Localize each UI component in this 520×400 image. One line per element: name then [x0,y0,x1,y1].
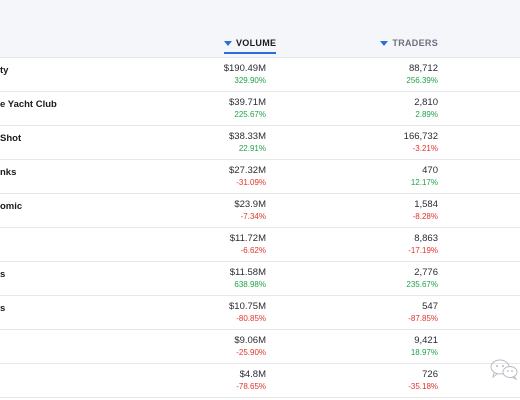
table-row[interactable]: $9.06M -25.90% 9,421 18.97% [0,330,520,364]
volume-value: $11.72M [229,233,266,244]
traders-value: 1,584 [414,199,438,210]
volume-change: -25.90% [236,348,266,357]
collection-name[interactable]: s [0,303,6,314]
volume-change: -31.09% [236,178,266,187]
traders-value: 547 [422,301,438,312]
traders-value: 726 [422,369,438,380]
wechat-icon [490,359,518,380]
volume-value: $11.58M [229,267,266,278]
volume-value: $4.8M [239,369,266,380]
volume-value: $10.75M [229,301,266,312]
volume-change: -80.85% [236,314,266,323]
volume-value: $27.32M [229,165,266,176]
volume-value: $39.71M [229,97,266,108]
collection-name[interactable]: e Yacht Club [0,99,57,110]
traders-change: 235.67% [406,280,438,289]
traders-change: 18.97% [410,348,438,357]
traders-value: 470 [422,165,438,176]
traders-value: 8,863 [414,233,438,244]
collection-name[interactable]: s [0,269,6,280]
table-row[interactable]: $4.8M -78.65% 726 -35.18% [0,364,520,398]
traders-value: 9,421 [414,335,438,346]
traders-change: -3.21% [412,144,438,153]
volume-value: $23.9M [234,199,266,210]
table-body: ty $190.49M 329.90% 88,712 256.39% e Yac… [0,58,520,398]
traders-change: -8.28% [412,212,438,221]
table-row[interactable]: $11.72M -6.62% 8,863 -17.19% [0,228,520,262]
volume-change: -78.65% [236,382,266,391]
traders-change: -17.19% [408,246,438,255]
table-row[interactable]: ty $190.49M 329.90% 88,712 256.39% [0,58,520,92]
traders-value: 166,732 [403,131,438,142]
table-row[interactable]: e Yacht Club $39.71M 225.67% 2,810 2.89% [0,92,520,126]
traders-value: 2,810 [414,97,438,108]
volume-change: 638.98% [234,280,266,289]
sort-by-volume-header[interactable]: VOLUME [224,38,277,54]
sort-descending-icon [224,40,232,46]
traders-change: 256.39% [406,76,438,85]
traders-value: 88,712 [408,63,438,74]
table-row[interactable]: s $10.75M -80.85% 547 -87.85% [0,296,520,330]
volume-change: 329.90% [234,76,266,85]
table-header: VOLUME TRADERS [0,26,520,58]
volume-header-label: VOLUME [236,38,277,48]
volume-change: -7.34% [240,212,266,221]
table-row[interactable]: Shot $38.33M 22.91% 166,732 -3.21% [0,126,520,160]
table-row[interactable]: nks $27.32M -31.09% 470 12.17% [0,160,520,194]
sort-descending-icon [380,40,389,46]
table-row[interactable]: omic $23.9M -7.34% 1,584 -8.28% [0,194,520,228]
volume-value: $38.33M [229,131,266,142]
collection-name[interactable]: omic [0,201,23,212]
traders-header-label: TRADERS [392,38,438,48]
collection-name[interactable]: ty [0,65,9,76]
sort-by-traders-header[interactable]: TRADERS [380,38,438,48]
traders-change: 12.17% [410,178,438,187]
traders-change: -87.85% [408,314,438,323]
volume-value: $190.49M [223,63,266,74]
volume-value: $9.06M [234,335,266,346]
traders-change: 2.89% [415,110,438,119]
volume-change: 225.67% [234,110,266,119]
collection-name[interactable]: Shot [0,133,22,144]
table-row[interactable]: s $11.58M 638.98% 2,776 235.67% [0,262,520,296]
collection-name[interactable]: nks [0,167,17,178]
volume-change: -6.62% [240,246,266,255]
top-band [0,0,520,26]
volume-change: 22.91% [238,144,266,153]
traders-value: 2,776 [414,267,438,278]
traders-change: -35.18% [408,382,438,391]
